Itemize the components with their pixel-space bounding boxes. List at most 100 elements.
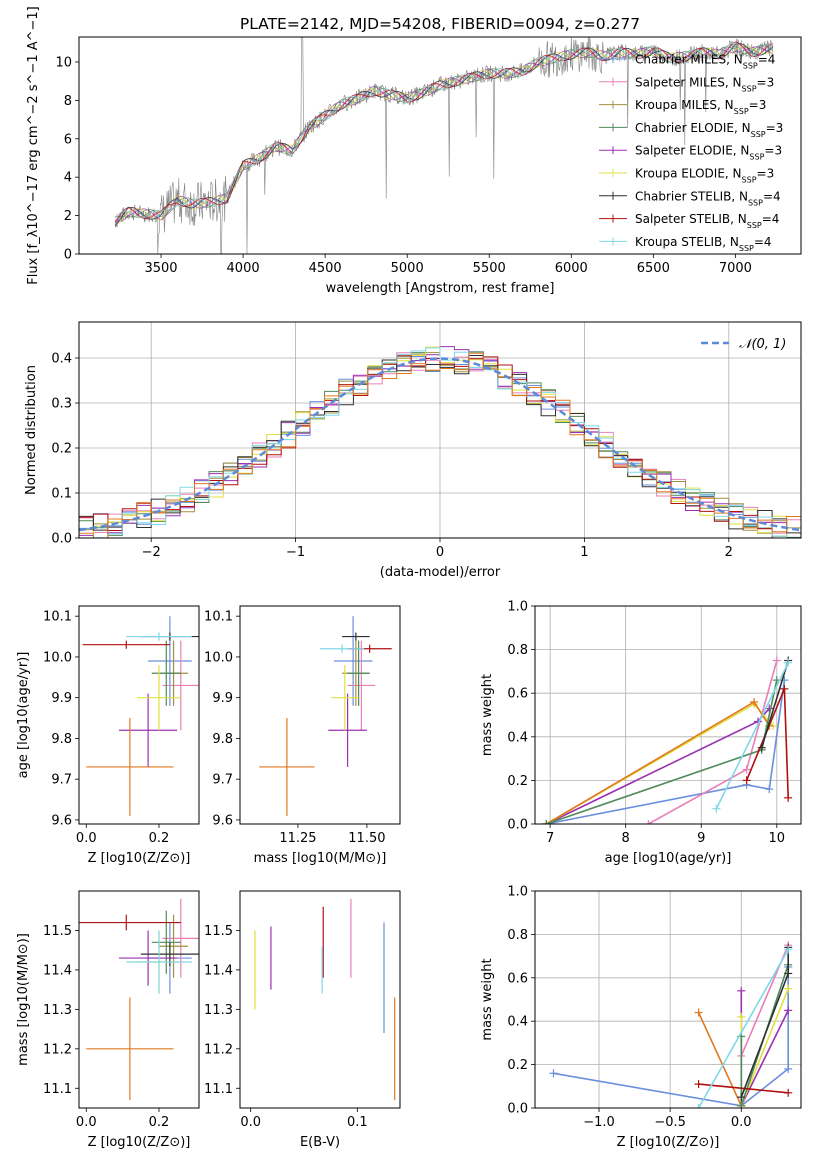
ebv-mass-xlabel: E(B-V)	[300, 1135, 340, 1150]
z-weight-xtick-label: 0.0	[731, 1115, 752, 1130]
residual-histogram-frame	[78, 321, 802, 539]
ebv-mass-ytick-label: 11.3	[204, 1003, 233, 1018]
age-weight-xtick-label: 9	[697, 831, 705, 846]
spectrum-ytick-label: 4	[64, 171, 72, 186]
panels: 3500 4000 4500 5000 5500 6000 6500 70000246810w…	[16, 6, 802, 1150]
residual-histogram-ytick-label: 0.0	[51, 532, 72, 547]
residual-histogram-ytick-label: 0.2	[51, 442, 72, 457]
z-weight-ytick-label: 0.8	[507, 928, 528, 943]
weight-line	[760, 660, 789, 748]
z-age-ylabel: age [log10(age/yr)]	[16, 652, 31, 779]
ebv-mass-xtick-label: 0.1	[347, 1115, 368, 1130]
ebv-mass-panel: 0.0 0.1 11.1 11.2 11.3 11.4 11.5 E(B-V)	[204, 890, 401, 1150]
z-weight-frame	[534, 890, 802, 1109]
z-weight-ytick-label: 0.2	[507, 1058, 528, 1073]
residual-histogram-ylabel: Normed distribution	[24, 365, 39, 495]
ebv-mass-plot	[254, 898, 396, 1101]
z-weight-ytick-label: 0.0	[507, 1102, 528, 1117]
z-age-panel: 0.0 0.2 9.6 9.7 9.8 9.9 10.0 10.1 Z [log10(Z/Z⊙)…	[16, 605, 200, 866]
z-age-ytick-label: 9.7	[51, 773, 72, 788]
ebv-mass-ytick-label: 11.1	[204, 1082, 233, 1097]
spectrum-ytick-label: 8	[64, 94, 72, 109]
z-mass-ytick-label: 11.4	[43, 963, 72, 978]
residual-histogram-ytick-label: 0.1	[51, 487, 72, 502]
mass-age-ytick-label: 9.8	[212, 732, 233, 747]
legend-label: Salpeter MILES, NSSP=3	[635, 75, 774, 93]
residual-histogram-plot	[79, 346, 801, 538]
z-weight-ytick-label: 0.4	[507, 1015, 528, 1030]
z-weight-xtick-label: −0.5	[654, 1115, 686, 1130]
legend-label: Salpeter STELIB, NSSP=4	[635, 212, 779, 230]
spectrum-plot	[114, 37, 774, 254]
spectrum-ytick-label: 6	[64, 132, 72, 147]
model-spectrum	[114, 41, 774, 223]
residual-histogram-xtick-label: 0	[436, 545, 444, 560]
residual-histogram-ytick-label: 0.3	[51, 397, 72, 412]
z-weight-xtick-label: −1.0	[583, 1115, 615, 1130]
age-weight-ytick-label: 1.0	[507, 600, 528, 615]
legend-label: Kroupa ELODIE, NSSP=3	[635, 167, 774, 185]
ebv-mass-ytick-label: 11.2	[204, 1042, 233, 1057]
mass-age-ytick-label: 9.7	[212, 773, 233, 788]
mass-age-panel: 11.25 11.50 9.6 9.7 9.8 9.9 10.0 10.1 mass [log1…	[204, 605, 401, 866]
z-age-ytick-label: 9.8	[51, 732, 72, 747]
z-mass-xtick-label: 0.2	[149, 1115, 170, 1130]
legend-label: Kroupa STELIB, NSSP=4	[635, 235, 772, 253]
spectrum-ylabel: Flux [f_λ10^−17 erg cm^−2 s^−1 A^−1]	[26, 6, 41, 284]
z-weight-xlabel: Z [log10(Z/Z⊙)]	[617, 1135, 720, 1150]
legend-label: Kroupa MILES, NSSP=3	[635, 98, 766, 116]
weight-line	[546, 679, 786, 824]
spectrum-xtick-label: 6000	[555, 261, 588, 276]
mass-age-xtick-label: 11.25	[279, 831, 316, 846]
z-age-ytick-label: 10.0	[43, 650, 72, 665]
legend-label: 𝒩(0, 1)	[739, 337, 786, 352]
weight-line	[715, 662, 789, 810]
spectrum-ytick-label: 2	[64, 209, 72, 224]
age-weight-ytick-label: 0.4	[507, 730, 528, 745]
model-spectrum	[115, 46, 774, 222]
weight-line	[698, 1083, 789, 1094]
age-weight-plot	[542, 656, 793, 824]
residual-histogram-step	[79, 347, 801, 538]
mass-age-xlabel: mass [log10(M/M⊙)]	[254, 851, 387, 866]
z-mass-plot	[79, 898, 199, 1101]
age-weight-frame	[534, 605, 802, 825]
age-weight-ytick-label: 0.0	[507, 818, 528, 833]
residual-histogram-step	[79, 352, 801, 538]
z-mass-xlabel: Z [log10(Z/Z⊙)]	[88, 1135, 191, 1150]
spectrum-xtick-label: 6500	[637, 261, 670, 276]
z-mass-ytick-label: 11.5	[43, 924, 72, 939]
normal-curve	[79, 357, 801, 532]
mass-age-xtick-label: 11.50	[348, 831, 385, 846]
residual-histogram-xtick-label: −1	[286, 545, 305, 560]
age-weight-ytick-label: 0.6	[507, 687, 528, 702]
ebv-mass-frame	[239, 890, 401, 1109]
mass-age-frame	[239, 605, 401, 825]
z-age-ytick-label: 9.6	[51, 813, 72, 828]
spectrum-xtick-label: 5500	[473, 261, 506, 276]
spectrum-xtick-label: 7000	[719, 261, 752, 276]
residual-histogram-xtick-label: 2	[725, 545, 733, 560]
legend-label: Chabrier ELODIE, NSSP=3	[635, 121, 783, 139]
age-weight-xtick-label: 10	[769, 831, 786, 846]
model-spectrum	[114, 41, 774, 222]
z-age-xtick-label: 0.2	[149, 831, 170, 846]
z-age-frame	[78, 605, 200, 825]
spectrum-frame	[78, 36, 802, 255]
ebv-mass-ytick-label: 11.5	[204, 924, 233, 939]
mass-age-ytick-label: 10.0	[204, 650, 233, 665]
mass-age-plot	[259, 616, 392, 816]
ebv-mass-xtick-label: 0.0	[240, 1115, 261, 1130]
z-age-xtick-label: 0.0	[76, 831, 97, 846]
model-spectrum	[114, 42, 774, 219]
spectrum-xtick-label: 4500	[309, 261, 342, 276]
z-weight-ytick-label: 1.0	[507, 885, 528, 900]
residual-histogram-xtick-label: −2	[142, 545, 161, 560]
age-weight-panel: 7 8 9 10 0.0 0.2 0.4 0.6 0.8 1.0 age [log10(age/yr…	[480, 600, 802, 866]
z-weight-plot	[549, 941, 793, 1108]
z-age-plot	[82, 616, 199, 816]
legend-label: Chabrier MILES, NSSP=4	[635, 53, 775, 71]
legend-label: Chabrier STELIB, NSSP=4	[635, 189, 781, 207]
residual-histogram-xlabel: (data-model)/error	[380, 565, 501, 580]
